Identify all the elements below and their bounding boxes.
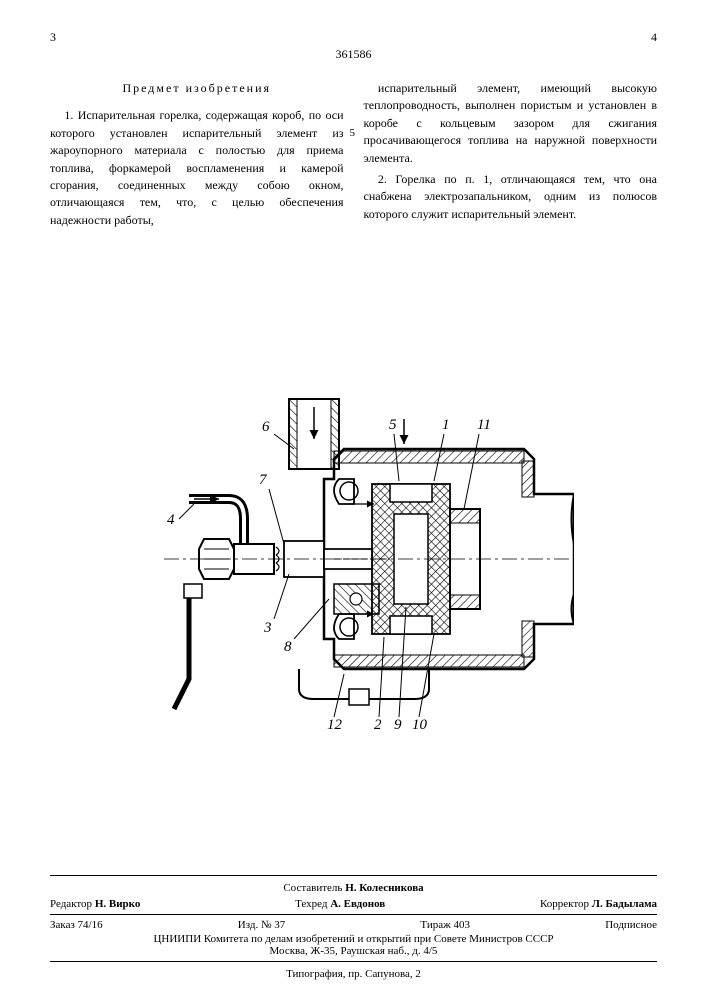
editor-cell: Редактор Н. Вирко <box>50 898 140 910</box>
compiler-name: Н. Колесникова <box>345 882 423 894</box>
fig-label-5: 5 <box>389 417 397 433</box>
fig-label-11: 11 <box>477 417 491 433</box>
org-line: ЦНИИПИ Комитета по делам изобретений и о… <box>50 933 657 945</box>
techred-cell: Техред А. Евдонов <box>295 898 385 910</box>
fig-label-2: 2 <box>374 717 382 729</box>
corrector-cell: Корректор Л. Бадылама <box>540 898 657 910</box>
fig-label-3: 3 <box>263 620 272 636</box>
burner-diagram-svg: 5 1 11 6 7 4 3 8 12 2 <box>134 389 574 729</box>
print-row: Заказ 74/16 Изд. № 37 Тираж 403 Подписно… <box>50 919 657 931</box>
footer-rule-2 <box>50 961 657 962</box>
compiler-line: Составитель Н. Колесникова <box>50 882 657 894</box>
fig-label-6: 6 <box>262 419 270 435</box>
izd-num: Изд. № 37 <box>238 919 285 931</box>
page-num-right: 4 <box>651 30 657 45</box>
claim-1-left: 1. Испарительная горелка, содержащая кор… <box>50 107 344 229</box>
tirazh: Тираж 403 <box>420 919 470 931</box>
claim-1-right: испарительный элемент, имеющий высокую т… <box>364 80 658 167</box>
text-columns: Предмет изобретения 1. Испарительная гор… <box>50 80 657 233</box>
address-line: Москва, Ж-35, Раушская наб., д. 4/5 <box>50 945 657 957</box>
fig-label-8: 8 <box>284 639 292 655</box>
typography-line: Типография, пр. Сапунова, 2 <box>50 968 657 980</box>
fig-label-4: 4 <box>167 512 175 528</box>
technical-drawing: 5 1 11 6 7 4 3 8 12 2 <box>50 253 657 865</box>
claim-2: 2. Горелка по п. 1, отличающаяся тем, чт… <box>364 171 658 223</box>
left-column: Предмет изобретения 1. Испарительная гор… <box>50 80 344 233</box>
credits-row: Редактор Н. Вирко Техред А. Евдонов Корр… <box>50 898 657 910</box>
right-column: 5 испарительный элемент, имеющий высокую… <box>364 80 658 233</box>
page-number-row: 3 4 <box>50 30 657 45</box>
fig-label-7: 7 <box>259 472 268 488</box>
fig-label-12: 12 <box>327 717 343 729</box>
document-number: 361586 <box>50 47 657 62</box>
line-number-5: 5 <box>350 126 356 142</box>
compiler-label: Составитель <box>283 882 342 894</box>
footer-block: Составитель Н. Колесникова Редактор Н. В… <box>50 875 657 980</box>
fig-label-9: 9 <box>394 717 402 729</box>
order-num: Заказ 74/16 <box>50 919 103 931</box>
fig-label-1: 1 <box>442 417 450 433</box>
fig-label-10: 10 <box>412 717 428 729</box>
page-num-left: 3 <box>50 30 56 45</box>
claims-heading: Предмет изобретения <box>50 80 344 97</box>
podpisnoe: Подписное <box>605 919 657 931</box>
patent-page: 3 4 361586 Предмет изобретения 1. Испари… <box>0 0 707 1000</box>
footer-rule-1 <box>50 914 657 915</box>
